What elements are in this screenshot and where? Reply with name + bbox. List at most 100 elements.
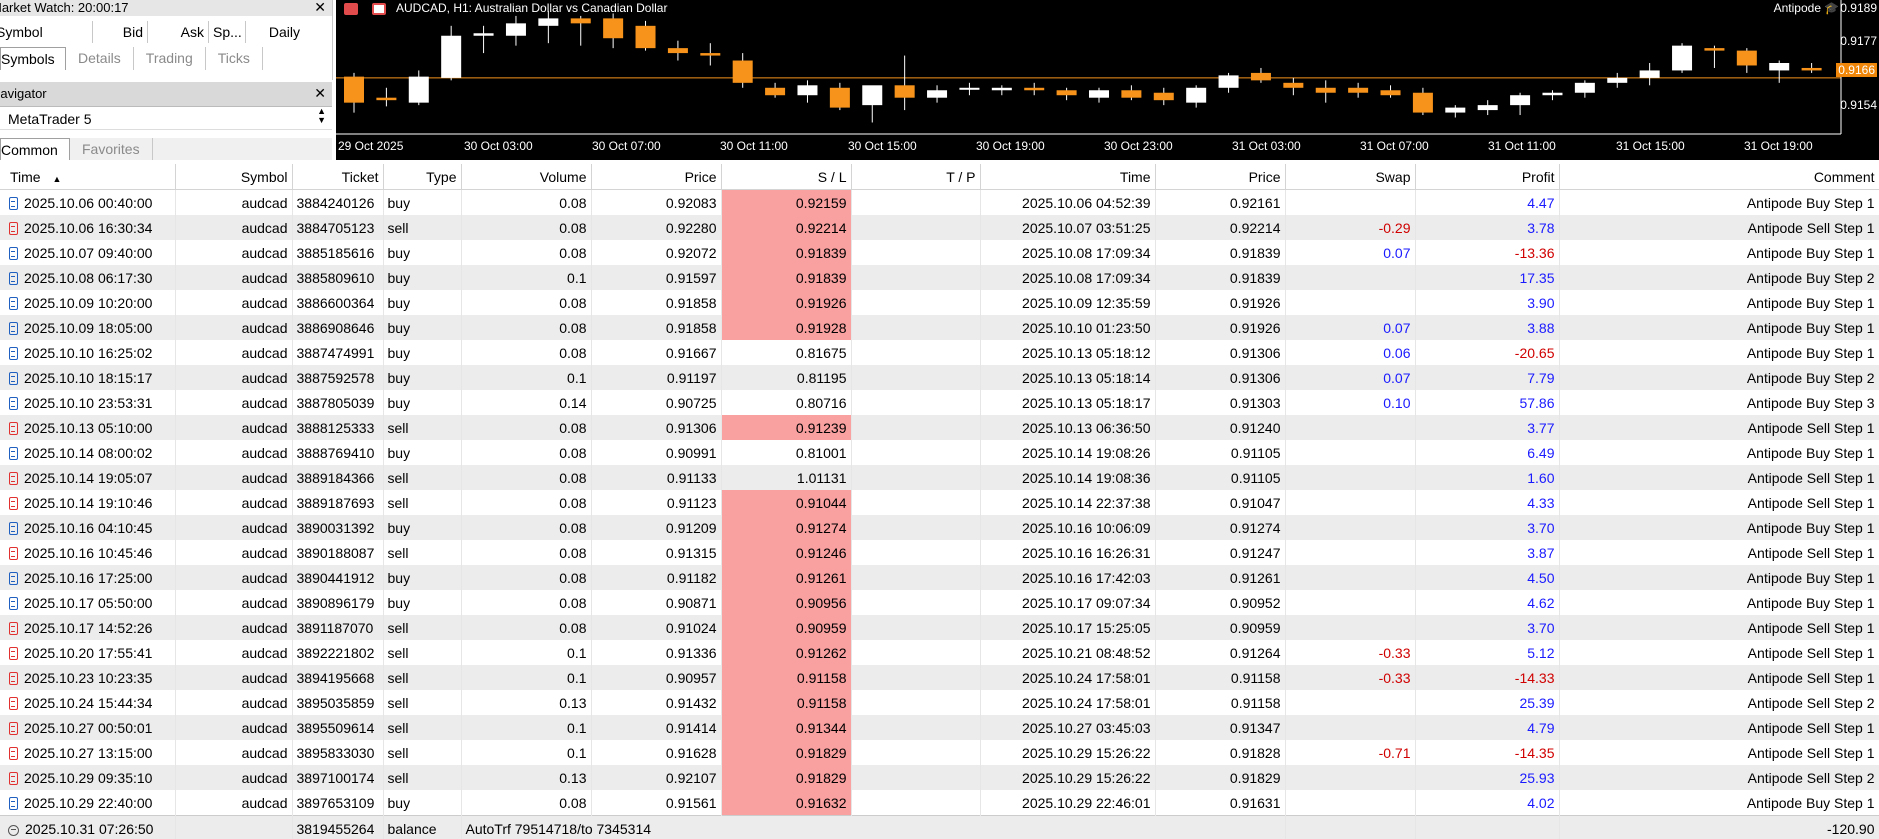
table-row[interactable]: 2025.10.14 08:00:02 audcad 3888769410 buy 0.… — [0, 440, 1879, 465]
table-row[interactable]: 2025.10.24 15:44:34 audcad 3895035859 sell 0… — [0, 690, 1879, 715]
cell-tp — [851, 790, 981, 816]
table-row[interactable]: 2025.10.09 18:05:00 audcad 3886908646 buy 0.… — [0, 315, 1879, 340]
header-swap[interactable]: Swap — [1285, 164, 1416, 190]
column-bid[interactable]: Bid — [93, 21, 148, 43]
cell-comment: Antipode Buy Step 1 — [1559, 290, 1879, 315]
tab-details[interactable]: Details — [66, 47, 134, 70]
cell-comment: Antipode Sell Step 1 — [1559, 640, 1879, 665]
header-price[interactable]: Price — [591, 164, 722, 190]
table-row[interactable]: 2025.10.09 10:20:00 audcad 3886600364 buy 0.… — [0, 290, 1879, 315]
cell-sl: 0.91158 — [721, 690, 852, 715]
cell-type: buy — [383, 189, 462, 215]
tab-favorites[interactable]: Favorites — [70, 138, 153, 160]
candlestick — [1153, 87, 1174, 106]
cell-price: 0.91306 — [591, 415, 722, 440]
table-row[interactable]: 2025.10.14 19:10:46 audcad 3889187693 sell 0… — [0, 490, 1879, 515]
navigator-tree-root[interactable]: MetaTrader 5 ▲ ▼ — [0, 107, 332, 130]
candlestick — [1412, 87, 1433, 116]
table-row[interactable]: 2025.10.16 17:25:00 audcad 3890441912 buy 0.… — [0, 565, 1879, 590]
table-row[interactable]: 2025.10.16 10:45:46 audcad 3890188087 sell 0… — [0, 540, 1879, 565]
header-close-price[interactable]: Price — [1155, 164, 1286, 190]
tab-ticks[interactable]: Ticks — [206, 47, 263, 70]
cell-swap — [1285, 440, 1416, 465]
cell-volume: 0.1 — [461, 665, 592, 690]
header-time[interactable]: Time ▲ — [0, 164, 176, 190]
cell-time: 2025.10.09 18:05:00 — [0, 315, 176, 340]
close-icon[interactable]: ✕ — [314, 0, 326, 15]
scroll-arrows-icon[interactable]: ▲ ▼ — [317, 106, 326, 125]
table-row[interactable]: 2025.10.06 16:30:34 audcad 3884705123 sell 0… — [0, 215, 1879, 240]
candlestick — [1639, 63, 1660, 86]
cell-swap — [1285, 565, 1416, 590]
table-row[interactable]: 2025.10.27 00:50:01 audcad 3895509614 sell 0… — [0, 715, 1879, 740]
header-symbol[interactable]: Symbol — [175, 164, 293, 190]
header-profit[interactable]: Profit — [1415, 164, 1560, 190]
close-icon[interactable]: ✕ — [314, 85, 326, 101]
table-row[interactable]: 2025.10.16 04:10:45 audcad 3890031392 buy 0.… — [0, 515, 1879, 540]
column-spread[interactable]: Sp... — [209, 21, 246, 43]
navigator-panel: Navigator ✕ MetaTrader 5 ▲▼ Common Favor… — [0, 82, 332, 164]
cell-symbol: audcad — [175, 665, 293, 690]
cell-type: buy — [383, 590, 462, 615]
table-row[interactable]: 2025.10.14 19:05:07 audcad 3889184366 sell 0… — [0, 465, 1879, 490]
candlestick — [959, 82, 980, 96]
table-row[interactable]: 2025.10.10 18:15:17 audcad 3887592578 buy 0.… — [0, 365, 1879, 390]
cell-symbol: audcad — [175, 365, 293, 390]
chart-menu-icon[interactable] — [344, 3, 358, 15]
cell-comment: Antipode Buy Step 1 — [1559, 189, 1879, 215]
cell-symbol: audcad — [175, 490, 293, 515]
candlestick — [1672, 43, 1693, 73]
header-volume[interactable]: Volume — [461, 164, 592, 190]
cell-price: 0.91628 — [591, 740, 722, 765]
table-row[interactable]: 2025.10.17 14:52:26 audcad 3891187070 sell 0… — [0, 615, 1879, 640]
table-row[interactable]: 2025.10.29 09:35:10 audcad 3897100174 sell 0… — [0, 765, 1879, 790]
cell-type: sell — [383, 465, 462, 490]
cell-ticket: 3892221802 — [292, 640, 384, 665]
cell-time: 2025.10.17 14:52:26 — [0, 615, 176, 640]
cell-time: 2025.10.16 04:10:45 — [0, 515, 176, 540]
cell-tp — [851, 440, 981, 465]
open-time-text: 2025.10.23 10:23:35 — [24, 669, 153, 686]
cell-close-time: 2025.10.13 05:18:14 — [980, 365, 1156, 390]
cell-type: buy — [383, 440, 462, 465]
table-row[interactable]: 2025.10.10 23:53:31 audcad 3887805039 buy 0.… — [0, 390, 1879, 415]
table-row[interactable]: 2025.10.08 06:17:30 audcad 3885809610 buy 0.… — [0, 265, 1879, 290]
cell-comment: Antipode Buy Step 2 — [1559, 265, 1879, 290]
table-row[interactable]: 2025.10.17 05:50:00 audcad 3890896179 buy 0.… — [0, 590, 1879, 615]
cell-price: 0.91414 — [591, 715, 722, 740]
cell-profit: 3.88 — [1415, 315, 1560, 340]
balance-row[interactable]: 2025.10.31 07:26:50 3819455264 balance Auto… — [0, 815, 1879, 839]
column-symbol[interactable]: Symbol — [0, 21, 93, 43]
table-row[interactable]: 2025.10.07 09:40:00 audcad 3885185616 buy 0.… — [0, 240, 1879, 265]
candlestick — [1056, 87, 1077, 101]
header-close-time[interactable]: Time — [980, 164, 1156, 190]
cell-close-price: 0.91274 — [1155, 515, 1286, 540]
cell-swap: -0.29 — [1285, 215, 1416, 240]
table-row[interactable]: 2025.10.29 22:40:00 audcad 3897653109 buy 0.… — [0, 790, 1879, 816]
expert-advisor-label[interactable]: Antipode — [1773, 1, 1821, 15]
column-daily[interactable]: Daily — [268, 24, 300, 40]
header-sl[interactable]: S / L — [721, 164, 852, 190]
tab-trading[interactable]: Trading — [134, 47, 206, 70]
table-row[interactable]: 2025.10.10 16:25:02 audcad 3887474991 buy 0.… — [0, 340, 1879, 365]
table-row[interactable]: 2025.10.06 00:40:00 audcad 3884240126 buy 0.… — [0, 189, 1879, 215]
price-chart[interactable]: AUDCAD, H1: Australian Dollar vs Canadia… — [336, 0, 1879, 160]
table-row[interactable]: 2025.10.27 13:15:00 audcad 3895833030 sell 0… — [0, 740, 1879, 765]
open-time-text: 2025.10.17 05:50:00 — [24, 594, 153, 611]
cell-comment: Antipode Sell Step 1 — [1559, 415, 1879, 440]
header-tp[interactable]: T / P — [851, 164, 981, 190]
column-ask[interactable]: Ask — [148, 21, 209, 43]
cell-swap — [1285, 790, 1416, 816]
cell-profit: 6.49 — [1415, 440, 1560, 465]
header-ticket[interactable]: Ticket — [292, 164, 384, 190]
market-watch-title-bar: Market Watch: 20:00:17 ✕ — [0, 0, 332, 16]
table-row[interactable]: 2025.10.23 10:23:35 audcad 3894195668 sell 0… — [0, 665, 1879, 690]
header-type[interactable]: Type — [383, 164, 462, 190]
tab-common[interactable]: Common — [0, 138, 70, 160]
header-comment[interactable]: Comment — [1559, 164, 1879, 190]
tab-symbols[interactable]: Symbols — [0, 47, 66, 70]
table-row[interactable]: 2025.10.20 17:55:41 audcad 3892221802 sell 0… — [0, 640, 1879, 665]
chart-window-icon[interactable] — [372, 3, 386, 15]
time-axis-label: 31 Oct 03:00 — [1232, 139, 1301, 153]
table-row[interactable]: 2025.10.13 05:10:00 audcad 3888125333 sell 0… — [0, 415, 1879, 440]
